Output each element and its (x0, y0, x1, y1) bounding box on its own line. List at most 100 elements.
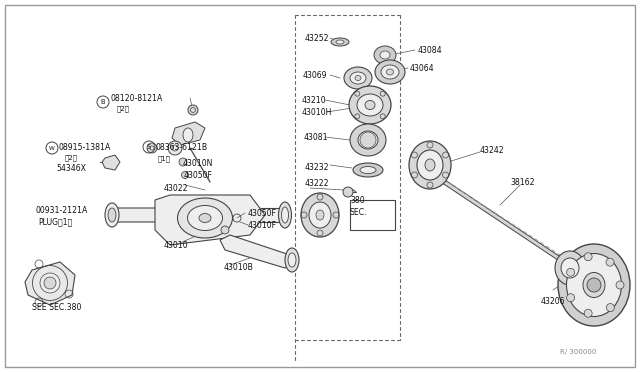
Ellipse shape (360, 167, 376, 173)
Text: 43010B: 43010B (224, 263, 254, 273)
Polygon shape (228, 208, 285, 222)
Text: 43010H: 43010H (302, 108, 332, 116)
Text: 00931-2121A: 00931-2121A (35, 205, 87, 215)
Text: 〈2〉: 〈2〉 (117, 106, 130, 112)
Text: PLUG〈1〉: PLUG〈1〉 (38, 218, 72, 227)
Circle shape (606, 304, 614, 311)
Text: 43064: 43064 (410, 64, 435, 73)
Ellipse shape (105, 203, 119, 227)
Ellipse shape (583, 273, 605, 298)
Circle shape (584, 253, 592, 261)
Circle shape (179, 158, 187, 166)
Text: 43081: 43081 (304, 132, 328, 141)
Text: 43242: 43242 (480, 145, 504, 154)
Text: 380: 380 (350, 196, 365, 205)
Text: 38162: 38162 (510, 177, 534, 186)
Ellipse shape (417, 150, 443, 180)
Text: S: S (147, 144, 151, 150)
Text: 43069: 43069 (303, 71, 328, 80)
Text: 43206: 43206 (541, 298, 565, 307)
Text: 43010F: 43010F (248, 221, 277, 230)
Text: W: W (49, 145, 55, 151)
Circle shape (168, 141, 182, 155)
Polygon shape (428, 170, 580, 273)
Text: 43010: 43010 (164, 241, 189, 250)
Circle shape (191, 108, 195, 112)
Text: SEC.: SEC. (350, 208, 367, 217)
Ellipse shape (380, 51, 390, 59)
Polygon shape (172, 122, 205, 145)
Ellipse shape (349, 86, 391, 124)
Text: 43084: 43084 (418, 45, 443, 55)
Ellipse shape (183, 128, 193, 142)
Polygon shape (112, 208, 228, 222)
Ellipse shape (561, 258, 579, 278)
Text: 08363-6121B: 08363-6121B (155, 142, 207, 151)
Circle shape (182, 171, 189, 179)
Ellipse shape (409, 141, 451, 189)
Ellipse shape (288, 253, 296, 267)
Ellipse shape (350, 124, 386, 156)
Ellipse shape (558, 244, 630, 326)
Ellipse shape (316, 210, 324, 220)
Ellipse shape (374, 46, 396, 64)
Circle shape (147, 143, 157, 153)
Ellipse shape (375, 60, 405, 84)
Ellipse shape (108, 208, 116, 222)
Circle shape (188, 105, 198, 115)
Ellipse shape (285, 248, 299, 272)
Text: 43210: 43210 (302, 96, 326, 105)
Ellipse shape (425, 159, 435, 171)
Ellipse shape (365, 100, 375, 109)
Ellipse shape (177, 198, 232, 238)
Circle shape (566, 294, 575, 302)
Text: 43252: 43252 (305, 33, 330, 42)
Ellipse shape (355, 76, 361, 80)
Text: 54346X: 54346X (56, 164, 86, 173)
Ellipse shape (188, 205, 223, 231)
Ellipse shape (358, 131, 378, 149)
Circle shape (616, 281, 624, 289)
Ellipse shape (353, 163, 383, 177)
Circle shape (606, 258, 614, 266)
Circle shape (221, 226, 229, 234)
Ellipse shape (278, 202, 291, 228)
Circle shape (584, 309, 592, 317)
Ellipse shape (566, 253, 621, 317)
Polygon shape (102, 155, 120, 170)
Ellipse shape (336, 40, 344, 44)
Circle shape (44, 277, 56, 289)
Text: 43022: 43022 (164, 183, 189, 192)
Text: 43010N: 43010N (183, 158, 213, 167)
Circle shape (587, 278, 601, 292)
Ellipse shape (282, 207, 289, 223)
Polygon shape (155, 195, 265, 245)
Ellipse shape (199, 214, 211, 222)
Ellipse shape (357, 94, 383, 116)
Circle shape (360, 132, 376, 148)
Text: 43050F: 43050F (184, 170, 213, 180)
Text: 〈1〉: 〈1〉 (158, 156, 171, 162)
Text: B: B (100, 99, 105, 105)
Circle shape (566, 268, 575, 276)
Text: SEE SEC.380: SEE SEC.380 (32, 304, 81, 312)
Text: 08915-1381A: 08915-1381A (58, 142, 110, 151)
Bar (350, 200, 395, 230)
Ellipse shape (387, 69, 394, 75)
Circle shape (150, 146, 154, 150)
Ellipse shape (350, 72, 366, 84)
Ellipse shape (331, 38, 349, 46)
Text: 43232: 43232 (305, 163, 330, 171)
Circle shape (343, 187, 353, 197)
Ellipse shape (301, 193, 339, 237)
Circle shape (172, 145, 178, 151)
Ellipse shape (555, 251, 585, 285)
Ellipse shape (309, 202, 331, 228)
Text: 43222: 43222 (305, 179, 330, 187)
Polygon shape (220, 235, 292, 268)
Ellipse shape (40, 273, 60, 293)
Text: 08120-8121A: 08120-8121A (110, 93, 163, 103)
Ellipse shape (381, 65, 399, 79)
Text: R/ 300000: R/ 300000 (560, 349, 596, 355)
Polygon shape (25, 262, 75, 305)
